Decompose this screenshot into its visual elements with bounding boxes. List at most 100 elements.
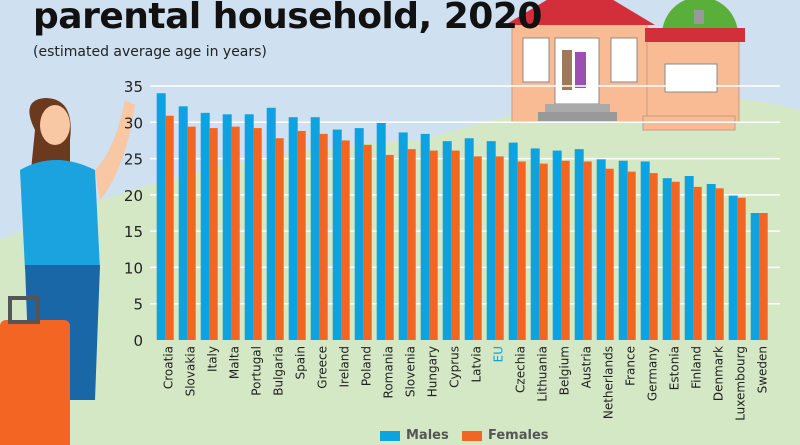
x-tick-label: Romania (382, 346, 396, 398)
x-tick-label: Cyprus (448, 346, 462, 388)
bar-males-malta (222, 114, 232, 340)
bar-males-austria (574, 149, 584, 340)
x-tick-label: Luxembourg (734, 346, 748, 421)
legend-label-males: Males (406, 428, 449, 443)
x-tick-label: Spain (294, 346, 308, 380)
y-tick-label: 30 (124, 114, 143, 132)
bar-males-lithuania (530, 148, 540, 340)
bar-females-cyprus (451, 150, 460, 340)
bar-females-italy (209, 128, 218, 340)
bar-males-romania (376, 123, 386, 340)
bar-females-ireland (341, 140, 350, 340)
bar-females-hungary (429, 150, 438, 340)
bar-females-estonia (671, 181, 680, 340)
legend-females: Females (462, 428, 549, 443)
x-tick-label: Croatia (162, 346, 176, 389)
x-tick-label: Slovakia (184, 346, 198, 396)
x-tick-label: Czechia (514, 346, 528, 393)
bar-females-finland (693, 186, 702, 340)
x-tick-label: Greece (316, 346, 330, 389)
bar-females-greece (319, 133, 328, 340)
bar-males-spain (288, 117, 298, 340)
bar-females-denmark (715, 188, 724, 340)
bar-males-finland (684, 175, 694, 340)
bar-females-bulgaria (275, 138, 284, 340)
bar-females-lithuania (539, 163, 548, 340)
x-tick-label: Estonia (668, 346, 682, 390)
legend-swatch-males (380, 430, 400, 441)
x-tick-label: France (624, 346, 638, 386)
bar-males-germany (640, 161, 650, 340)
bar-males-belgium (552, 150, 562, 340)
bar-females-croatia (165, 115, 174, 340)
bar-females-poland (363, 144, 372, 340)
bar-females-netherlands (605, 168, 614, 340)
bar-females-luxembourg (737, 197, 746, 340)
bar-females-slovenia (407, 149, 416, 340)
chart-title: parental household, 2020 (33, 0, 542, 37)
bar-females-latvia (473, 156, 482, 340)
y-tick-label: 20 (124, 187, 143, 205)
bar-males-hungary (420, 133, 430, 340)
x-tick-label: Denmark (712, 346, 726, 401)
bar-males-czechia (508, 142, 518, 340)
x-tick-label: Ireland (338, 346, 352, 388)
house-illustration (505, 0, 745, 131)
y-tick-label: 10 (124, 259, 143, 277)
x-tick-label: Poland (360, 346, 374, 386)
x-tick-label: Germany (646, 346, 660, 401)
bar-males-latvia (464, 138, 474, 340)
bar-females-slovakia (187, 126, 196, 340)
x-tick-label: Slovenia (404, 346, 418, 397)
x-tick-label: Malta (228, 346, 242, 379)
bar-males-eu (486, 141, 496, 340)
legend-swatch-females (462, 430, 482, 441)
x-tick-label: Italy (206, 346, 220, 372)
y-tick-label: 15 (124, 223, 143, 241)
bar-males-slovakia (178, 106, 188, 340)
x-tick-label: Finland (690, 346, 704, 389)
bar-females-eu (495, 156, 504, 340)
legend-males: Males (380, 428, 449, 443)
y-tick-label: 0 (133, 332, 143, 350)
bar-females-malta (231, 126, 240, 340)
x-tick-label: Belgium (558, 346, 572, 395)
bar-males-estonia (662, 178, 672, 340)
x-tick-label: Portugal (250, 346, 264, 396)
bar-males-luxembourg (728, 195, 738, 340)
bar-males-bulgaria (266, 107, 276, 341)
bar-males-portugal (244, 114, 254, 340)
bar-females-portugal (253, 128, 262, 340)
bar-males-france (618, 160, 628, 340)
bar-males-croatia (156, 93, 166, 340)
x-tick-label: Hungary (426, 346, 440, 397)
bar-males-sweden (750, 213, 760, 340)
bar-males-greece (310, 117, 320, 340)
x-tick-label: Bulgaria (272, 346, 286, 396)
bar-males-poland (354, 128, 364, 340)
bar-females-romania (385, 154, 394, 340)
x-tick-label: Lithuania (536, 346, 550, 402)
chart-subtitle: (estimated average age in years) (33, 44, 267, 60)
x-tick-label: Latvia (470, 346, 484, 383)
bar-females-france (627, 171, 636, 340)
bar-males-ireland (332, 129, 342, 340)
bar-females-sweden (759, 213, 768, 340)
y-tick-label: 5 (133, 296, 143, 314)
bar-females-czechia (517, 161, 526, 340)
legend-label-females: Females (488, 428, 549, 443)
x-tick-label: Netherlands (602, 346, 616, 419)
x-tick-label: EU (492, 346, 506, 362)
bar-females-austria (583, 161, 592, 340)
y-tick-label: 25 (124, 151, 143, 169)
bar-males-netherlands (596, 159, 606, 340)
bar-females-belgium (561, 160, 570, 340)
y-tick-label: 35 (124, 78, 143, 96)
x-tick-label: Austria (580, 346, 594, 388)
bar-males-cyprus (442, 141, 452, 340)
bar-females-germany (649, 173, 658, 340)
bar-females-spain (297, 130, 306, 340)
woman-illustration (0, 98, 135, 445)
bar-males-slovenia (398, 132, 408, 340)
